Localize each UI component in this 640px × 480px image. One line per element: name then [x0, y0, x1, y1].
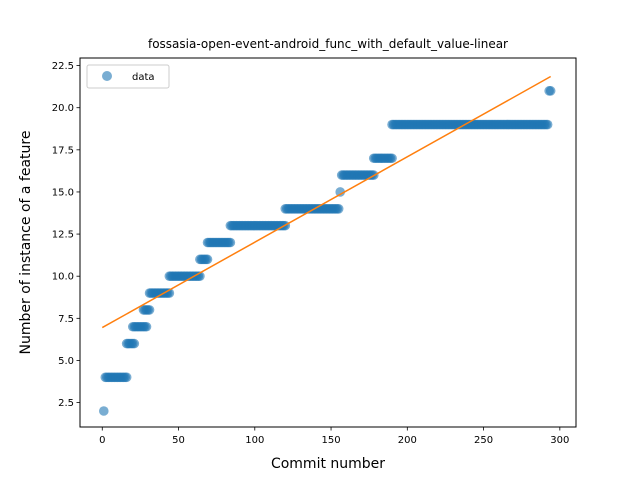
y-tick-label: 20.0	[52, 103, 74, 114]
data-point	[129, 338, 140, 349]
legend-marker	[102, 71, 112, 81]
legend-label-data: data	[132, 72, 155, 83]
data-point	[121, 372, 132, 383]
y-tick-label: 2.5	[58, 398, 74, 409]
data-point	[144, 305, 155, 315]
fit-line	[101, 75, 552, 329]
x-tick-label: 200	[398, 435, 417, 446]
y-axis-label: Number of instance of a feature	[18, 131, 34, 355]
x-tick-label: 0	[99, 435, 105, 446]
data-point	[141, 321, 152, 332]
y-tick-label: 22.5	[52, 61, 74, 72]
x-axis: 0 50 100 150 200 250 300	[99, 427, 569, 446]
x-tick-label: 100	[245, 435, 264, 446]
y-tick-label: 10.0	[52, 272, 74, 283]
legend: data	[86, 64, 170, 89]
x-axis-label: Commit number	[271, 456, 385, 472]
data-point	[335, 187, 346, 197]
data-point	[202, 254, 213, 265]
data-point	[545, 86, 556, 96]
x-tick-label: 50	[172, 435, 185, 446]
y-tick-label: 5.0	[58, 356, 74, 367]
data-point	[333, 204, 344, 214]
y-tick-label: 12.5	[52, 230, 74, 241]
fit-line-layer	[101, 75, 552, 329]
plot-frame	[79, 57, 577, 428]
y-tick-label: 15.0	[52, 187, 74, 198]
x-tick-label: 300	[550, 435, 569, 446]
x-tick-label: 150	[322, 435, 341, 446]
data-point	[98, 406, 109, 416]
data-point	[542, 119, 553, 130]
chart-title: fossasia-open-event-android_func_with_de…	[148, 37, 508, 51]
x-tick-label: 250	[474, 435, 493, 446]
legend-box	[86, 64, 170, 89]
data-point	[225, 237, 236, 248]
y-tick-label: 17.5	[52, 145, 74, 156]
data-point	[387, 153, 397, 164]
y-axis: 2.5 5.0 7.5 10.0 12.5 15.0 17.5 20.0 22.5	[52, 61, 80, 409]
y-tick-label: 7.5	[58, 314, 74, 325]
